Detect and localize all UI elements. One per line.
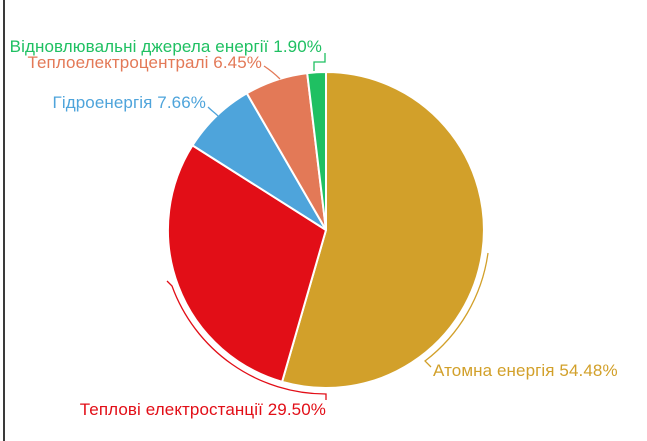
slice-label-thermal-power-plants: Теплові електростанції 29.50% [79, 400, 326, 419]
pie-slice-nuclear[interactable] [281, 71, 485, 389]
slice-label-renewables: Відновлювальні джерела енергії 1.90% [9, 37, 322, 56]
leader-line-combined-heat-power [263, 65, 281, 80]
leader-line-thermal-power-plants [166, 280, 327, 400]
leader-line-nuclear [424, 252, 489, 368]
pie-slice-thermal-power-plants[interactable] [167, 144, 327, 383]
window-left-border [3, 0, 5, 441]
pie-slice-renewables[interactable] [306, 70, 327, 231]
slice-label-hydro: Гідроенергія 7.66% [52, 93, 206, 112]
leader-line-renewables [313, 53, 326, 71]
slice-label-combined-heat-power: Теплоелектроцентралі 6.45% [27, 53, 262, 72]
slice-label-nuclear: Атомна енергія 54.48% [433, 361, 618, 380]
leader-line-hydro [207, 106, 219, 117]
